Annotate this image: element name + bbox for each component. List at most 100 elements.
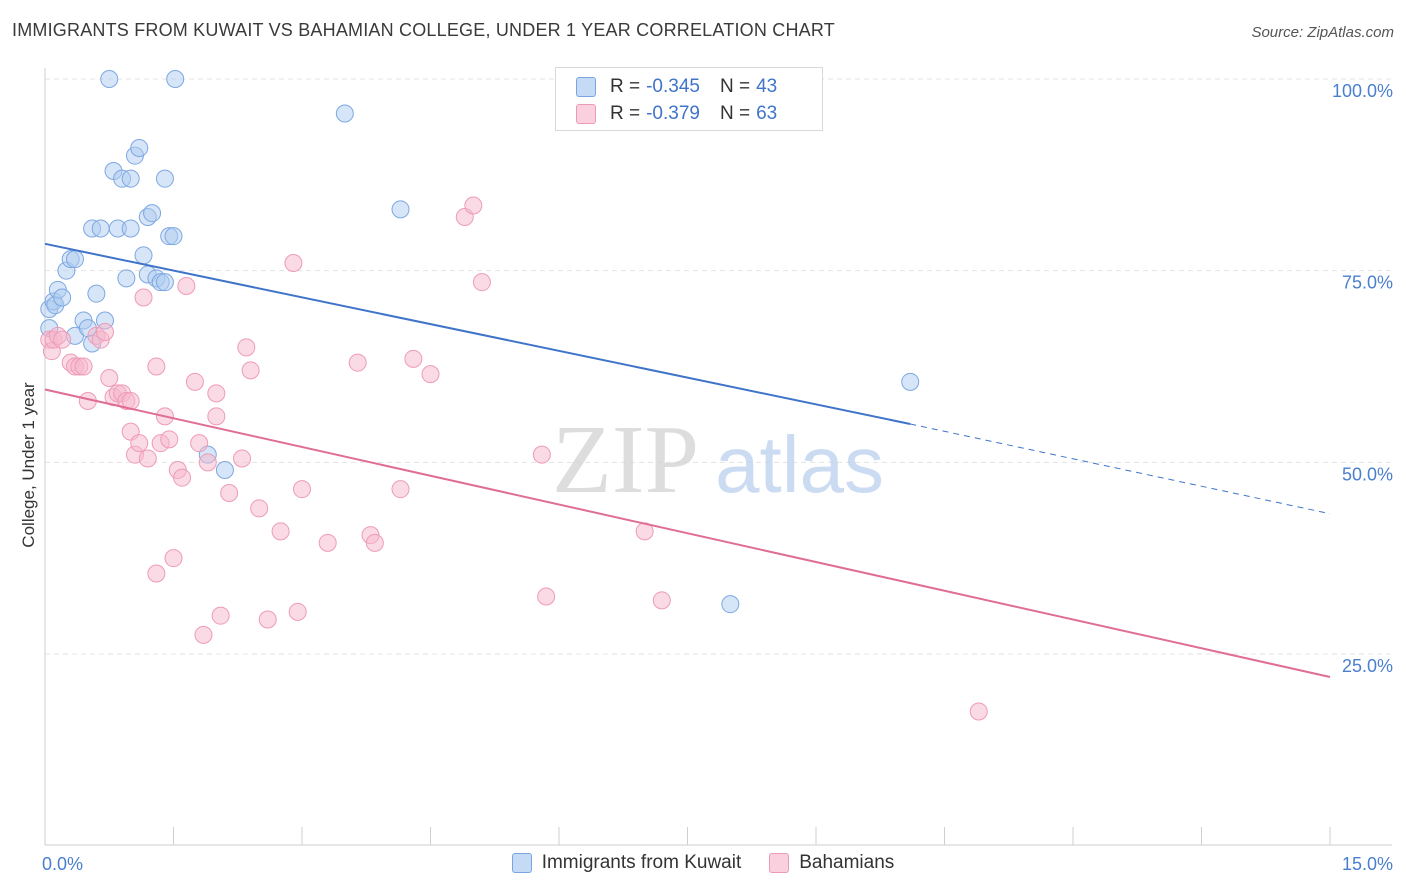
legend-label-bahamians: Bahamians: [799, 852, 895, 873]
bahamians-point: [160, 430, 179, 449]
kuwait-point: [121, 169, 140, 188]
bahamians-point: [250, 499, 269, 518]
source-credit: Source: ZipAtlas.com: [1251, 24, 1394, 41]
y-tick-label: 50.0%: [1342, 464, 1393, 484]
kuwait-point: [91, 219, 110, 238]
bahamians-point: [194, 625, 213, 644]
y-tick-label: 75.0%: [1342, 273, 1393, 293]
bahamians-point: [147, 357, 166, 376]
bahamians-point: [472, 273, 491, 292]
chart-title: IMMIGRANTS FROM KUWAIT VS BAHAMIAN COLLE…: [12, 20, 835, 40]
bahamians-point: [969, 702, 988, 721]
kuwait-trend-line: [44, 242, 911, 425]
kuwait-point: [100, 70, 119, 88]
bahamians-point: [233, 449, 252, 468]
data-points: [40, 70, 988, 721]
legend-swatch-blue: [576, 77, 596, 97]
bahamians-point: [134, 288, 153, 307]
watermark-atlas: atlas: [715, 420, 884, 509]
kuwait-point: [335, 104, 354, 123]
bahamians-point: [258, 610, 277, 629]
bahamians-point: [177, 277, 196, 295]
kuwait-point: [721, 595, 740, 614]
x-tick-label: 15.0%: [1342, 854, 1393, 874]
kuwait-trend-extension: [910, 423, 1331, 515]
bahamians-point: [147, 564, 166, 583]
bahamians-point: [198, 453, 217, 472]
bahamians-point: [532, 445, 551, 464]
kuwait-point: [164, 227, 183, 246]
bahamians-point: [391, 480, 410, 499]
bahamians-point: [95, 323, 114, 341]
bahamians-point: [241, 361, 260, 380]
bahamians-point: [130, 434, 149, 453]
kuwait-point: [87, 284, 106, 303]
kuwait-point: [143, 204, 162, 223]
bahamians-point: [652, 591, 671, 610]
legend-r-value: -0.345: [646, 76, 700, 97]
tick-labels: 25.0% 50.0% 75.0% 100.0% 0.0% 15.0%: [42, 81, 1393, 874]
legend-r-value: -0.379: [646, 103, 700, 124]
bahamians-point: [164, 549, 183, 568]
bahamians-point: [53, 330, 72, 349]
kuwait-point: [130, 139, 149, 157]
kuwait-point: [901, 372, 920, 391]
legend-item-bahamians[interactable]: Bahamians: [769, 852, 894, 874]
legend-swatch-pink: [769, 853, 790, 873]
watermark-zip: ZIP: [552, 406, 699, 514]
bahamians-point: [421, 365, 440, 384]
kuwait-point: [155, 273, 174, 292]
kuwait-point: [155, 169, 174, 188]
bahamians-point: [284, 254, 303, 272]
kuwait-point: [134, 246, 153, 265]
y-tick-label: 25.0%: [1342, 656, 1393, 676]
bahamians-point: [207, 407, 226, 426]
bahamians-point: [237, 338, 256, 357]
legend-row-kuwait: R = -0.345 N = 43: [576, 75, 777, 99]
kuwait-point: [117, 269, 136, 288]
legend-r-label: R =: [610, 103, 641, 124]
legend-swatch-blue: [511, 853, 532, 873]
legend-r-label: R =: [610, 76, 641, 97]
bahamians-point: [100, 369, 119, 387]
axes: [44, 68, 1392, 846]
kuwait-point: [166, 70, 185, 88]
y-axis-label: College, Under 1 year: [19, 382, 38, 548]
legend-swatch-pink: [576, 104, 596, 124]
legend-row-bahamians: R = -0.379 N = 63: [576, 102, 777, 126]
stats-legend: R = -0.345 N = 43 R = -0.379 N = 63: [555, 67, 823, 131]
y-tick-label: 100.0%: [1332, 81, 1393, 101]
trend-lines: [44, 242, 1331, 678]
bahamians-point: [318, 533, 337, 552]
bahamians-point: [74, 357, 93, 376]
bahamians-point: [173, 468, 192, 487]
bahamians-point: [185, 372, 204, 391]
legend-n-label: N =: [719, 76, 751, 97]
kuwait-point: [65, 250, 84, 269]
kuwait-point: [121, 219, 140, 238]
legend-item-kuwait[interactable]: Immigrants from Kuwait: [511, 852, 742, 874]
kuwait-point: [215, 461, 234, 479]
bahamians-point: [404, 349, 423, 368]
bahamians-point: [220, 484, 239, 502]
watermark: ZIP atlas: [552, 406, 884, 514]
bahamians-trend-line: [44, 388, 1331, 678]
bahamians-point: [537, 587, 556, 606]
bahamians-point: [365, 533, 384, 552]
series-legend: Immigrants from Kuwait Bahamians: [0, 852, 1406, 874]
legend-label-kuwait: Immigrants from Kuwait: [541, 852, 742, 873]
bahamians-point: [464, 196, 483, 215]
bahamians-point: [138, 449, 157, 468]
bahamians-point: [288, 602, 307, 621]
x-tick-label: 0.0%: [42, 854, 83, 874]
legend-n-value: 63: [756, 103, 778, 124]
bahamians-point: [211, 606, 230, 625]
bahamians-point: [293, 480, 311, 499]
kuwait-point: [53, 288, 72, 307]
legend-n-label: N =: [719, 103, 751, 124]
bahamians-point: [207, 384, 226, 403]
kuwait-point: [391, 200, 410, 219]
bahamians-point: [190, 434, 209, 453]
bahamians-point: [348, 353, 367, 372]
